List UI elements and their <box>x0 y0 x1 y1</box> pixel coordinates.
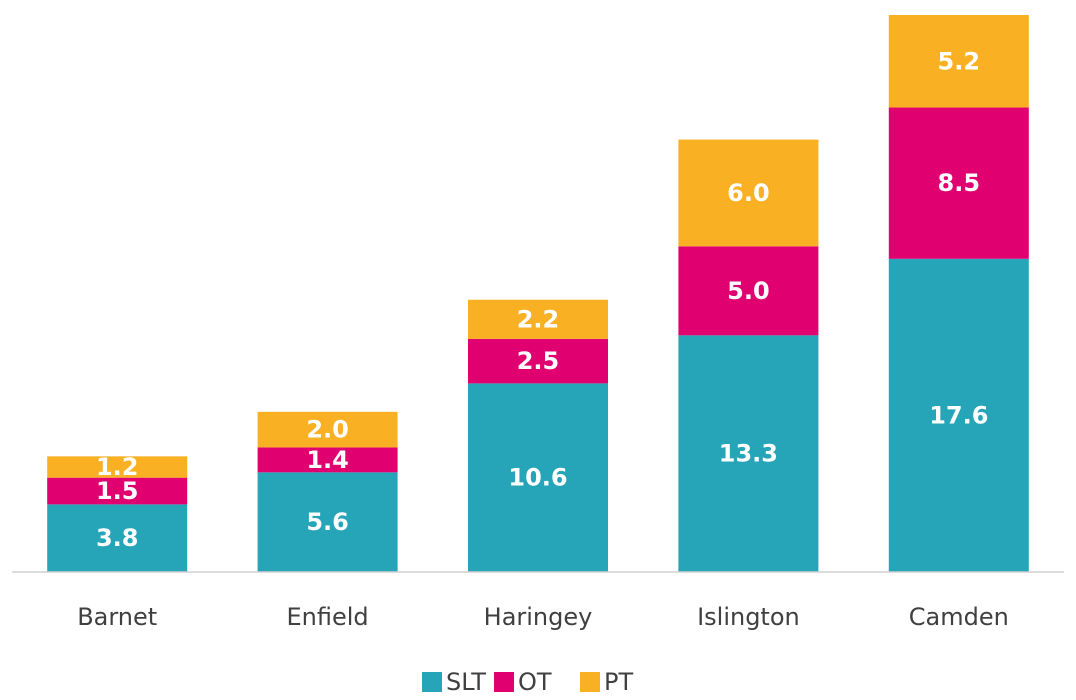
x-tick-label: Haringey <box>484 603 593 631</box>
data-label: 2.2 <box>517 305 560 333</box>
bar-segment <box>888 107 1029 259</box>
legend-label: SLT <box>446 668 486 696</box>
bar-segment <box>888 258 1029 572</box>
bar-segment <box>468 338 608 384</box>
bar-segment <box>47 456 188 478</box>
bar-segment <box>257 447 398 473</box>
data-label: 6.0 <box>727 179 770 207</box>
data-label: 13.3 <box>719 440 778 468</box>
bar-segment <box>468 299 608 339</box>
bar-segment <box>257 411 398 448</box>
data-label: 2.0 <box>306 416 349 444</box>
legend-swatch <box>494 672 514 692</box>
x-tick-label: Barnet <box>77 603 157 631</box>
data-label: 2.5 <box>517 347 560 375</box>
data-label: 5.6 <box>306 508 349 536</box>
data-label: 3.8 <box>96 524 139 552</box>
bar-segment <box>257 472 398 572</box>
bar-segment <box>888 15 1029 108</box>
bar-segment <box>678 139 819 247</box>
data-label: 5.2 <box>938 47 981 75</box>
bar-segment <box>678 246 819 336</box>
bar-segment <box>47 504 188 572</box>
data-label: 5.0 <box>727 277 770 305</box>
data-label: 1.2 <box>96 453 139 481</box>
legend-label: OT <box>518 668 552 696</box>
legend-label: PT <box>604 668 633 696</box>
x-tick-label: Islington <box>697 603 800 631</box>
data-label: 10.6 <box>508 464 567 492</box>
x-tick-label: Camden <box>909 603 1009 631</box>
legend-swatch <box>580 672 600 692</box>
bar-segment <box>47 477 188 505</box>
legend-swatch <box>422 672 442 692</box>
x-tick-label: Enfield <box>287 603 369 631</box>
bar-segment <box>678 335 819 572</box>
data-label: 17.6 <box>929 401 988 429</box>
bar-segment <box>468 383 608 572</box>
data-label: 1.5 <box>96 477 139 505</box>
data-label: 8.5 <box>938 169 981 197</box>
data-label: 1.4 <box>306 446 349 474</box>
